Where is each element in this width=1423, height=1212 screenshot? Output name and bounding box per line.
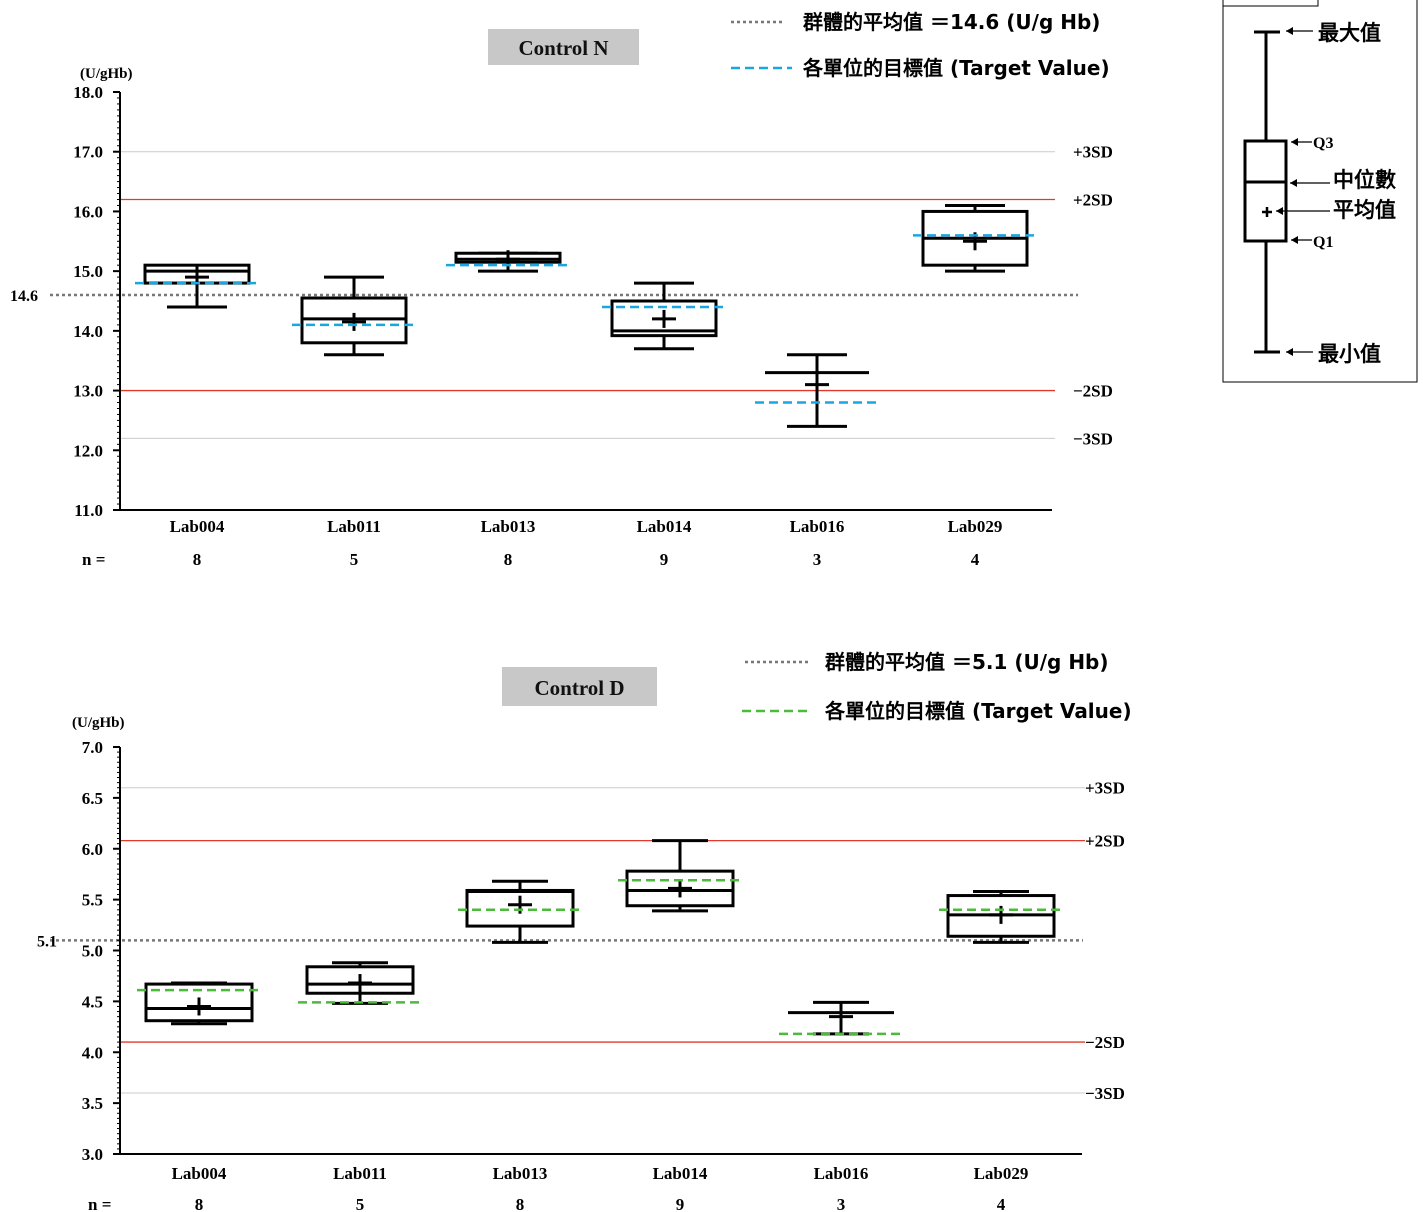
n-value: 3 xyxy=(813,550,822,569)
x-category-label: Lab013 xyxy=(493,1164,548,1183)
population-mean-label: 14.6 xyxy=(10,288,38,305)
legend-mean-text: 群體的平均值 ＝5.1 (U/g Hb) xyxy=(824,650,1109,674)
y-tick-label: 5.0 xyxy=(82,942,103,961)
sd-label-0: +3SD xyxy=(1073,143,1113,162)
sd-label-1: +2SD xyxy=(1073,190,1113,209)
control-n-chart: Control N (U/gHb) 群體的平均值 ＝14.6 (U/g Hb) 各單位… xyxy=(10,10,1113,569)
chart-title: Control N xyxy=(518,36,608,60)
x-category-label: Lab013 xyxy=(481,517,536,536)
key-arrowhead xyxy=(1290,179,1297,187)
y-tick-label: 6.5 xyxy=(82,789,103,808)
x-category-label: Lab004 xyxy=(172,1164,227,1183)
legend-target-text: 各單位的目標值 (Target Value) xyxy=(824,699,1132,723)
y-tick-label: 14.0 xyxy=(73,322,103,341)
sd-label-3: −3SD xyxy=(1085,1084,1125,1103)
n-row-label: n = xyxy=(82,550,105,569)
box-lab029 xyxy=(913,203,1037,273)
sd-label-3: −3SD xyxy=(1073,429,1113,448)
y-tick-label: 7.0 xyxy=(82,738,103,757)
legend-target-text: 各單位的目標值 (Target Value) xyxy=(802,56,1110,80)
x-category-label: Lab004 xyxy=(170,517,225,536)
sd-label-1: +2SD xyxy=(1085,832,1125,851)
x-category-label: Lab029 xyxy=(948,517,1003,536)
box-lab004 xyxy=(135,263,259,309)
key-arrowhead xyxy=(1286,348,1293,356)
y-tick-label: 4.5 xyxy=(82,992,103,1011)
box-lab014 xyxy=(618,839,742,913)
x-category-label: Lab011 xyxy=(327,517,381,536)
chart-title-box xyxy=(488,29,639,65)
y-tick-label: 11.0 xyxy=(74,501,103,520)
box-lab013 xyxy=(446,250,570,273)
y-tick-label: 4.0 xyxy=(82,1043,103,1062)
key-q1-label: Q1 xyxy=(1313,234,1333,251)
n-value: 8 xyxy=(516,1195,525,1212)
n-row-label: n = xyxy=(88,1195,111,1212)
key-q3-label: Q3 xyxy=(1313,135,1333,152)
box-lab014 xyxy=(602,281,726,351)
key-arrowhead xyxy=(1291,236,1298,244)
box-lab016 xyxy=(779,1000,903,1036)
y-tick-label: 6.0 xyxy=(82,840,103,859)
y-axis-unit: (U/gHb) xyxy=(72,715,125,731)
box-lab011 xyxy=(292,275,416,357)
y-tick-label: 15.0 xyxy=(73,262,103,281)
x-category-label: Lab014 xyxy=(653,1164,708,1183)
y-tick-label: 3.5 xyxy=(82,1094,103,1113)
n-value: 8 xyxy=(193,550,202,569)
legend-mean-text: 群體的平均值 ＝14.6 (U/g Hb) xyxy=(802,10,1100,34)
sd-label-0: +3SD xyxy=(1085,779,1125,798)
key-max-label: 最大值 xyxy=(1318,21,1381,45)
n-value: 9 xyxy=(660,550,669,569)
population-mean-label: 5.1 xyxy=(37,933,57,950)
n-value: 9 xyxy=(676,1195,685,1212)
n-value: 3 xyxy=(837,1195,846,1212)
key-median-label: 中位數 xyxy=(1333,168,1396,192)
chart-title-box xyxy=(502,667,657,706)
y-tick-label: 18.0 xyxy=(73,83,103,102)
key-arrowhead xyxy=(1291,138,1298,146)
key-tab xyxy=(1222,0,1319,7)
y-tick-label: 3.0 xyxy=(82,1145,103,1164)
x-category-label: Lab029 xyxy=(974,1164,1029,1183)
n-value: 4 xyxy=(997,1195,1006,1212)
x-category-label: Lab016 xyxy=(814,1164,869,1183)
y-tick-label: 12.0 xyxy=(73,441,103,460)
y-axis-unit: (U/gHb) xyxy=(80,66,133,82)
box-lab013 xyxy=(458,879,582,944)
key-arrowhead xyxy=(1286,27,1293,35)
n-value: 5 xyxy=(350,550,359,569)
box-lab011 xyxy=(298,961,422,1005)
sd-label-2: −2SD xyxy=(1073,382,1113,401)
n-value: 5 xyxy=(356,1195,365,1212)
key-mean-label: 平均值 xyxy=(1333,198,1396,222)
key-arrowhead xyxy=(1276,207,1283,215)
key-min-label: 最小值 xyxy=(1318,342,1381,366)
chart-title: Control D xyxy=(534,676,624,700)
control-d-chart: Control D (U/gHb) 群體的平均值 ＝5.1 (U/g Hb) 各單位的… xyxy=(37,650,1132,1212)
x-category-label: Lab014 xyxy=(637,517,692,536)
box-lab016 xyxy=(755,353,879,428)
n-value: 8 xyxy=(504,550,513,569)
y-tick-label: 17.0 xyxy=(73,143,103,162)
y-tick-label: 5.5 xyxy=(82,891,103,910)
y-tick-label: 16.0 xyxy=(73,202,103,221)
key-box xyxy=(1243,139,1288,243)
y-tick-label: 13.0 xyxy=(73,382,103,401)
box-lab004 xyxy=(137,981,261,1026)
x-category-label: Lab011 xyxy=(333,1164,387,1183)
x-category-label: Lab016 xyxy=(790,517,845,536)
n-value: 4 xyxy=(971,550,980,569)
n-value: 8 xyxy=(195,1195,204,1212)
box-lab029 xyxy=(939,889,1063,944)
sd-label-2: −2SD xyxy=(1085,1033,1125,1052)
